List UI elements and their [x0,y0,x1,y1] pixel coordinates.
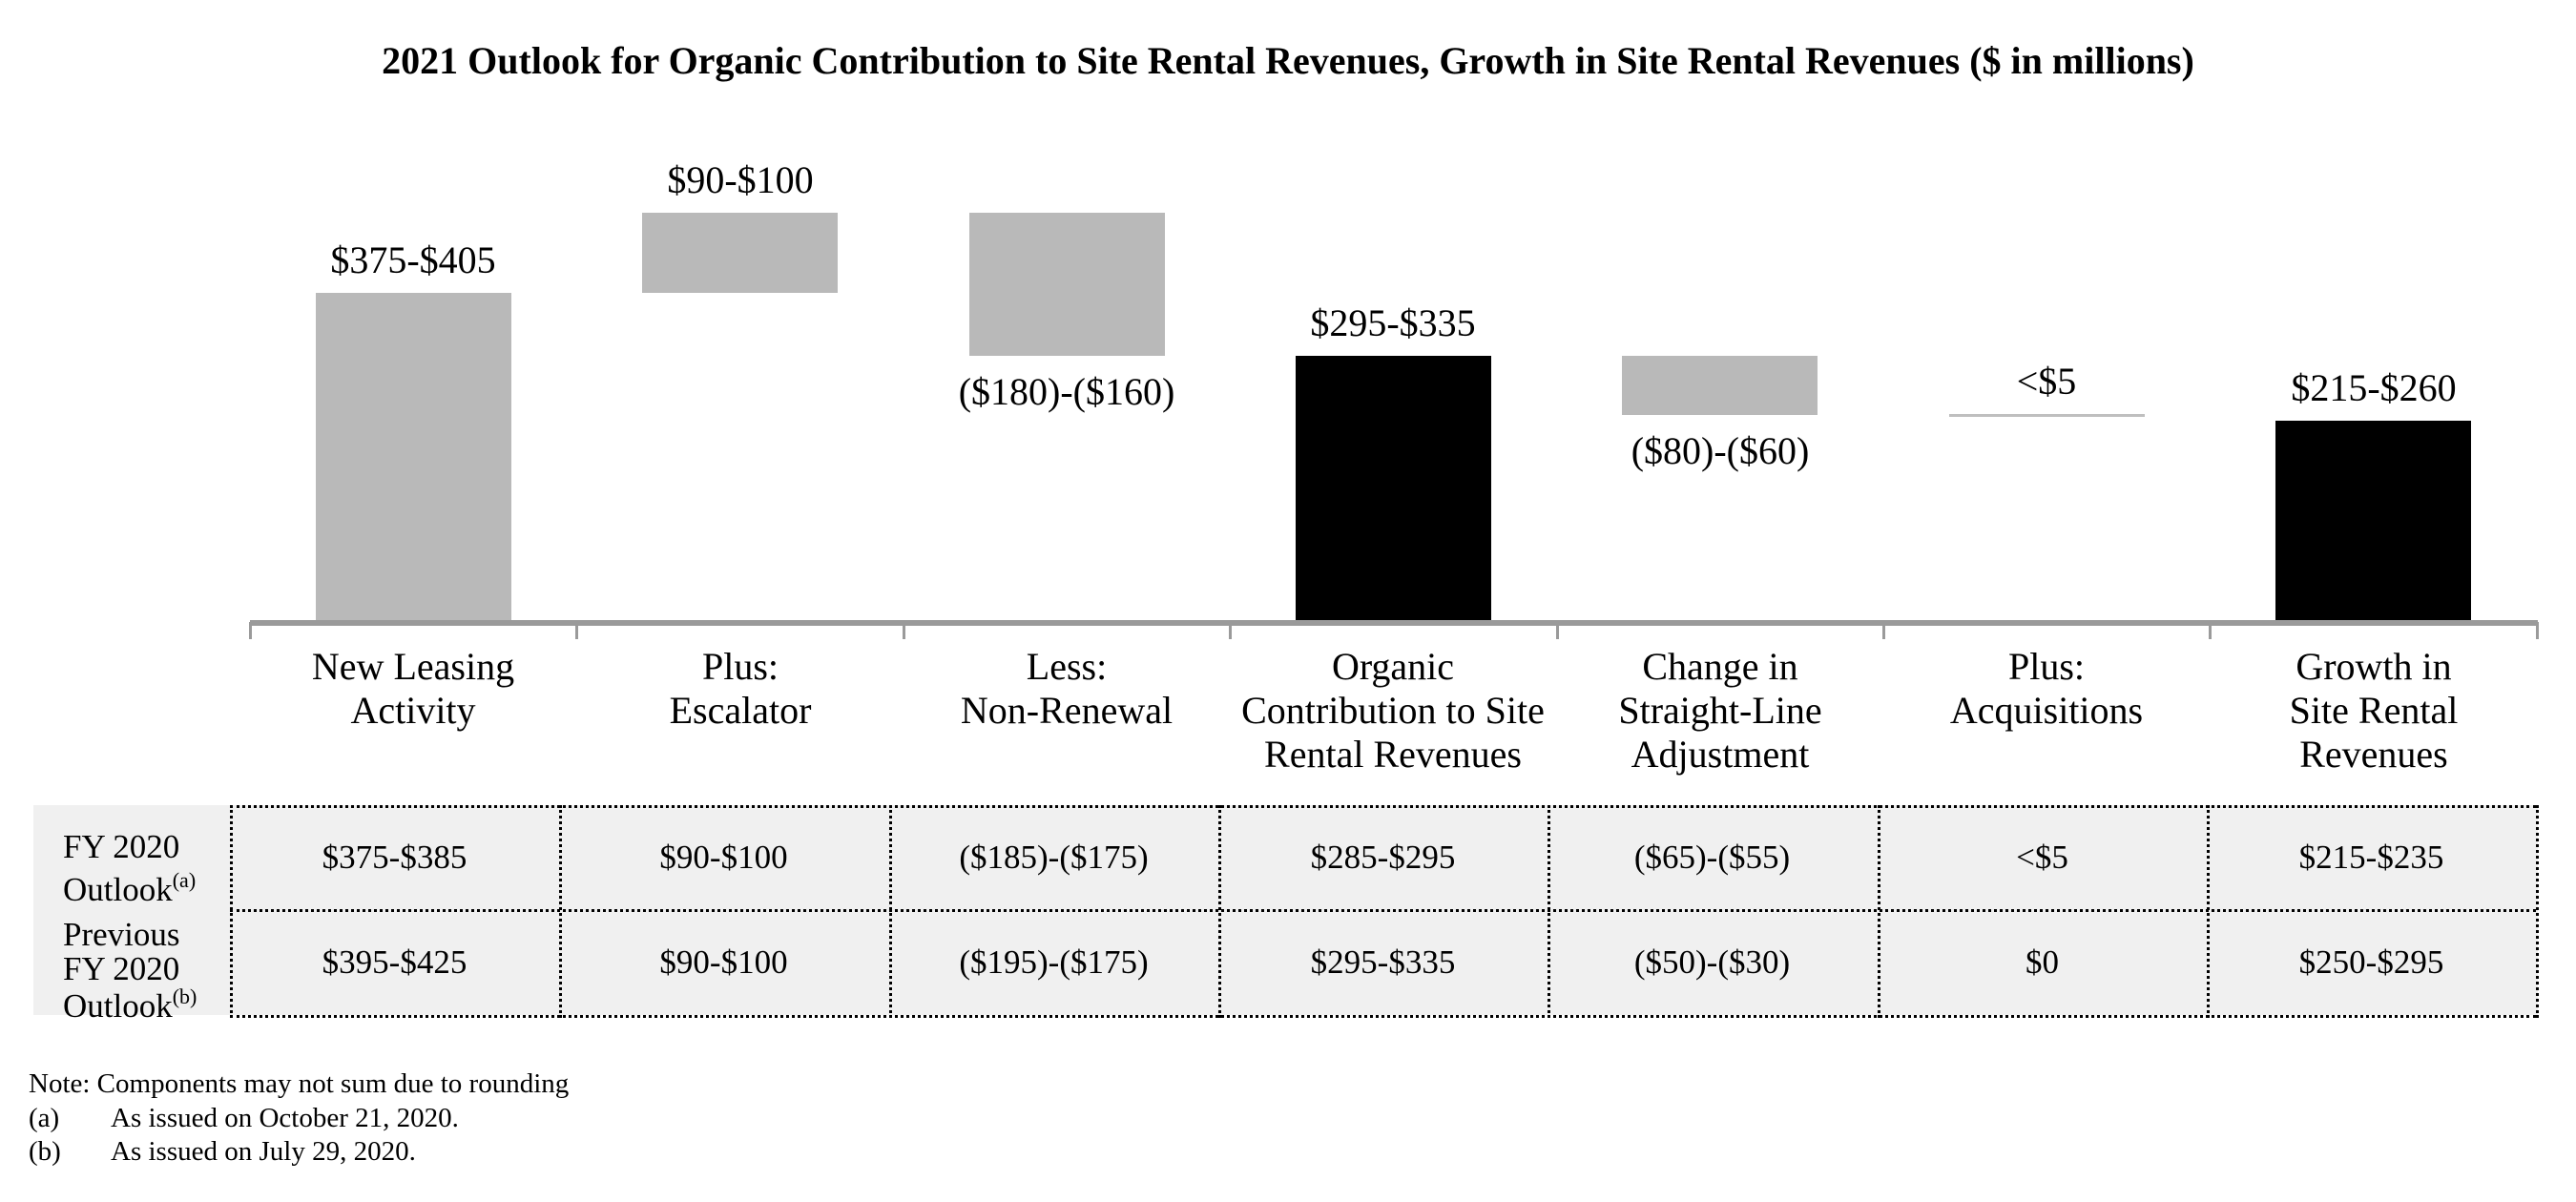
table-border-vertical [2536,805,2539,1018]
table-cell: $295-$335 [1310,943,1456,981]
bar-change-in-straight-line-adjustment [1622,356,1818,415]
table-border-vertical [1548,805,1550,1018]
row-label-superscript: (b) [172,984,197,1008]
table-cell: $90-$100 [659,838,788,876]
table-border-vertical [1218,805,1221,1018]
footnote-a-text: As issued on October 21, 2020. [111,1103,459,1133]
bar-value-label-less-non-renewal: ($180)-($160) [958,370,1175,413]
footnote-b-text: As issued on July 29, 2020. [111,1136,416,1167]
table-row-label: Previous [63,916,180,953]
table-cell: $395-$425 [322,943,467,981]
table-border-vertical [559,805,562,1018]
x-axis-line [250,620,2538,626]
bar-value-label-plus-escalator: $90-$100 [667,158,814,201]
table-cell: ($185)-($175) [959,838,1149,876]
table-cell: ($195)-($175) [959,943,1149,981]
axis-tick [575,622,578,639]
table-row-label: FY 2020 [63,950,180,987]
bar-value-label-change-in-straight-line-adjustment: ($80)-($60) [1631,429,1810,472]
bar-less-non-renewal [969,213,1165,356]
table-cell: ($50)-($30) [1633,943,1791,981]
bar-value-label-organic-contribution-to-site-rental-revenues: $295-$335 [1310,301,1476,344]
axis-tick [1882,622,1885,639]
table-border-vertical [889,805,892,1018]
table-border-horizontal [230,805,2536,808]
category-label-plus-escalator: Plus: Escalator [669,645,812,732]
chart-title: 2021 Outlook for Organic Contribution to… [382,39,2194,82]
category-label-growth-in-site-rental-revenues: Growth in Site Rental Revenues [2289,645,2459,776]
table-cell: $90-$100 [659,943,788,981]
table-cell: $375-$385 [322,838,467,876]
bar-value-label-plus-acquisitions: <$5 [2016,360,2077,403]
axis-tick [249,622,252,639]
bar-plus-acquisitions [1949,414,2145,417]
table-cell: ($65)-($55) [1633,838,1791,876]
axis-tick [1556,622,1559,639]
bar-plus-escalator [642,213,838,293]
category-label-new-leasing-activity: New Leasing Activity [311,645,515,732]
table-border-vertical [1878,805,1880,1018]
table-cell: $285-$295 [1310,838,1456,876]
category-label-change-in-straight-line-adjustment: Change in Straight-Line Adjustment [1618,645,1822,776]
row-label-superscript: (a) [172,868,197,892]
table-row-label: FY 2020 [63,828,180,865]
table-border-vertical [2207,805,2210,1018]
bar-organic-contribution-to-site-rental-revenues [1296,356,1491,620]
axis-tick [2536,622,2539,639]
table-cell: $215-$235 [2298,838,2444,876]
waterfall-chart: $375-$405 New Leasing Activity $90-$100 Plu… [249,158,2539,776]
footnote-b: (b) As issued on July 29, 2020. [0,1136,2576,1171]
table-cell: $0 [2025,943,2059,981]
category-label-plus-acquisitions: Plus: Acquisitions [1949,645,2144,732]
table-row-label: Outlook(b) [63,984,197,1025]
bar-growth-in-site-rental-revenues [2275,421,2471,620]
footnote-note: Note: Components may not sum due to roun… [29,1068,570,1099]
table-border-vertical [230,805,233,1018]
axis-tick [2209,622,2212,639]
table-row-label: Outlook(a) [63,868,197,908]
table-border-horizontal [230,1015,2536,1018]
footnote-a: (a) As issued on October 21, 2020. [0,1103,2576,1137]
category-label-less-non-renewal: Less: Non-Renewal [960,645,1174,732]
table-cell: $250-$295 [2298,943,2444,981]
footnote-b-marker: (b) [29,1136,61,1167]
axis-tick [903,622,905,639]
bar-new-leasing-activity [316,293,511,620]
footnote-a-marker: (a) [29,1103,60,1133]
table-border-horizontal [230,909,2536,912]
axis-tick [1229,622,1232,639]
bar-value-label-growth-in-site-rental-revenues: $215-$260 [2291,366,2457,409]
category-label-organic-contribution-to-site-rental-revenues: Organic Contribution to Site Rental Reve… [1241,645,1545,776]
table-cell: <$5 [2016,838,2068,876]
bar-value-label-new-leasing-activity: $375-$405 [330,238,496,281]
